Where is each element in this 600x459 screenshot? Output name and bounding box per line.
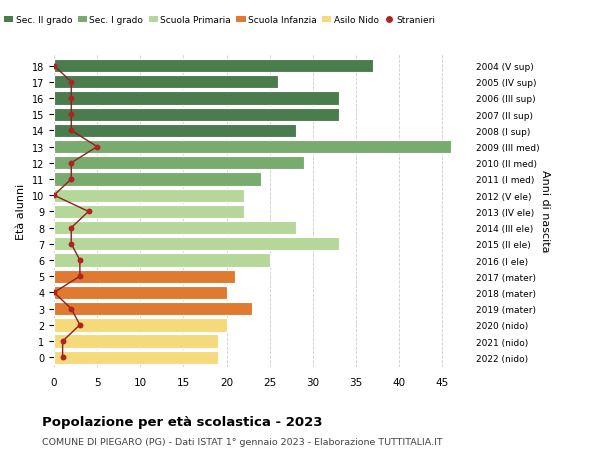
Point xyxy=(67,241,76,248)
Point xyxy=(49,192,59,200)
Bar xyxy=(54,222,296,235)
Text: Popolazione per età scolastica - 2023: Popolazione per età scolastica - 2023 xyxy=(42,415,323,428)
Bar xyxy=(54,108,338,122)
Bar xyxy=(54,140,451,154)
Point xyxy=(67,79,76,86)
Legend: Sec. II grado, Sec. I grado, Scuola Primaria, Scuola Infanzia, Asilo Nido, Stran: Sec. II grado, Sec. I grado, Scuola Prim… xyxy=(4,16,435,25)
Text: COMUNE DI PIEGARO (PG) - Dati ISTAT 1° gennaio 2023 - Elaborazione TUTTITALIA.IT: COMUNE DI PIEGARO (PG) - Dati ISTAT 1° g… xyxy=(42,437,443,446)
Bar xyxy=(54,60,373,73)
Bar xyxy=(54,270,235,283)
Bar xyxy=(54,157,304,170)
Bar xyxy=(54,205,244,218)
Point xyxy=(84,208,94,216)
Point xyxy=(58,354,67,361)
Point xyxy=(58,338,67,345)
Bar xyxy=(54,189,244,202)
Point xyxy=(67,224,76,232)
Bar xyxy=(54,92,338,106)
Point xyxy=(67,305,76,313)
Point xyxy=(67,176,76,183)
Bar xyxy=(54,124,296,138)
Y-axis label: Anni di nascita: Anni di nascita xyxy=(541,170,550,252)
Point xyxy=(49,63,59,70)
Point xyxy=(67,128,76,135)
Bar xyxy=(54,286,227,299)
Point xyxy=(75,257,85,264)
Point xyxy=(67,95,76,102)
Point xyxy=(92,144,102,151)
Y-axis label: Età alunni: Età alunni xyxy=(16,183,26,239)
Bar xyxy=(54,302,253,316)
Point xyxy=(75,321,85,329)
Bar xyxy=(54,351,218,364)
Bar xyxy=(54,238,338,251)
Point xyxy=(67,111,76,118)
Bar xyxy=(54,76,278,89)
Point xyxy=(75,273,85,280)
Point xyxy=(49,289,59,297)
Bar xyxy=(54,254,269,267)
Bar xyxy=(54,173,261,186)
Bar xyxy=(54,335,218,348)
Point xyxy=(67,160,76,167)
Bar xyxy=(54,319,227,332)
